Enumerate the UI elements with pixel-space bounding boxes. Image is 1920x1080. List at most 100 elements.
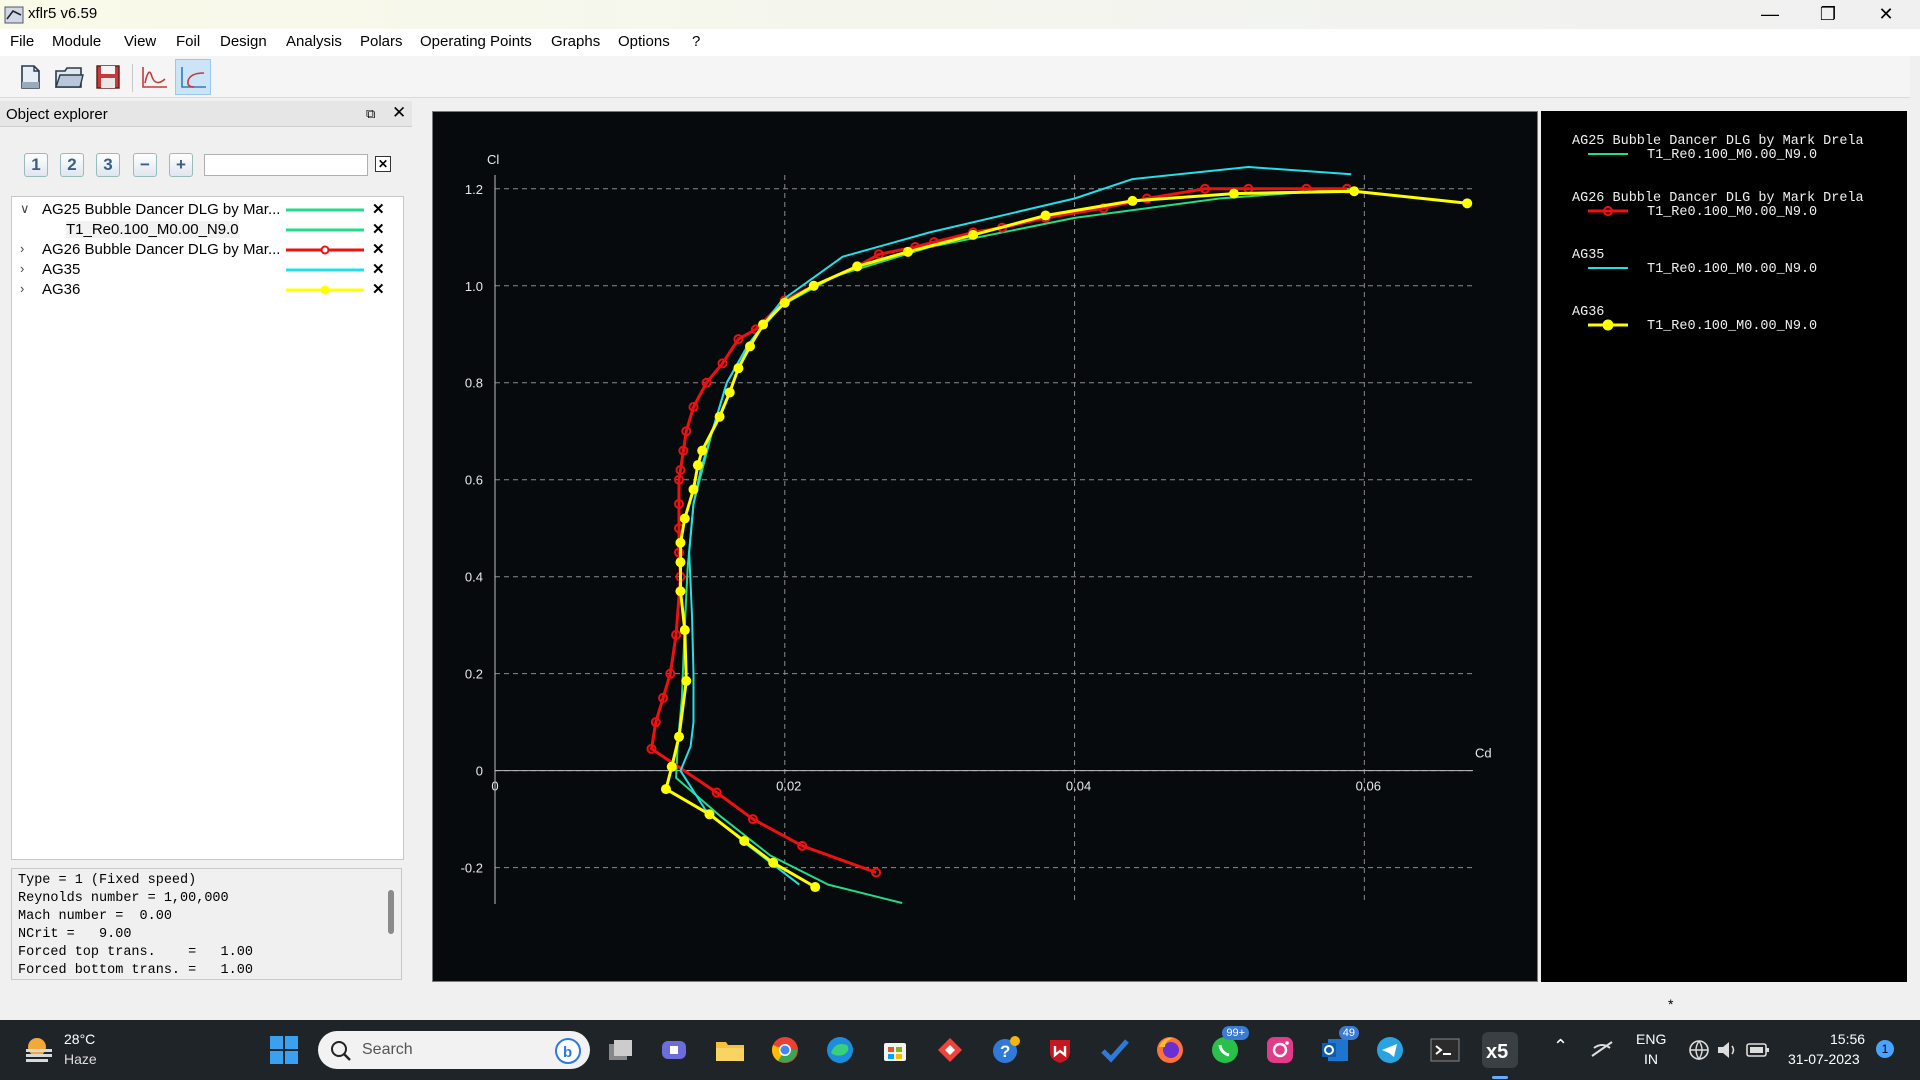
filter-input[interactable] — [204, 154, 368, 176]
menu-file[interactable]: File — [10, 33, 35, 50]
battery-icon[interactable] — [1746, 1042, 1770, 1058]
line-style-swatch[interactable] — [284, 205, 366, 215]
outlook-icon[interactable]: 49 — [1317, 1026, 1359, 1068]
delete-icon[interactable]: ✕ — [372, 221, 385, 238]
level-2-button[interactable]: 2 — [60, 153, 84, 177]
tree-foil-row[interactable]: › AG35 ✕ — [12, 260, 403, 280]
menu-options[interactable]: Options — [618, 33, 670, 50]
tree-foil-row[interactable]: ∨ AG25 Bubble Dancer DLG by Mar... ✕ — [12, 200, 403, 220]
prop-type: Type = 1 (Fixed speed) — [18, 873, 197, 888]
menu-design[interactable]: Design — [220, 33, 267, 50]
data-point — [681, 675, 692, 686]
start-icon[interactable] — [266, 1032, 302, 1068]
menu-module[interactable]: Module — [52, 33, 102, 50]
line-style-swatch[interactable] — [284, 225, 366, 235]
clock-date[interactable]: 31-07-2023 — [1788, 1051, 1860, 1067]
undock-icon[interactable]: ⧉ — [366, 106, 376, 121]
chevron-down-icon[interactable]: ∨ — [20, 201, 30, 216]
status-dot: * — [1668, 996, 1674, 1012]
legend-entry: AG25 Bubble Dancer DLG by Mark DrelaT1_R… — [1572, 134, 1864, 163]
instagram-icon[interactable] — [1262, 1032, 1298, 1068]
menu-help[interactable]: ? — [692, 33, 701, 50]
whatsapp-icon[interactable]: 99+ — [1207, 1026, 1249, 1068]
object-explorer-header: Object explorer ⧉ ✕ — [0, 101, 412, 127]
data-point — [679, 625, 690, 636]
data-point — [714, 411, 725, 422]
series-ag35 — [679, 166, 1352, 886]
polar-properties: Type = 1 (Fixed speed) Reynolds number = … — [11, 868, 402, 980]
menu-operating-points[interactable]: Operating Points — [420, 33, 532, 50]
menu-analysis[interactable]: Analysis — [286, 33, 342, 50]
menu-view[interactable]: View — [124, 33, 157, 50]
clear-filter-icon[interactable]: ✕ — [375, 156, 391, 172]
expand-button[interactable]: + — [169, 153, 193, 177]
line-style-swatch[interactable] — [284, 245, 366, 255]
taskbar-search[interactable]: Search b — [318, 1031, 590, 1069]
series-ag36 — [660, 186, 1473, 893]
whatsapp-badge: 99+ — [1222, 1026, 1249, 1040]
open-folder-icon[interactable] — [51, 59, 87, 95]
minimize-icon[interactable]: — — [1761, 4, 1779, 24]
menu-foil[interactable]: Foil — [176, 33, 201, 50]
chevron-right-icon[interactable]: › — [20, 261, 25, 276]
new-project-icon[interactable] — [12, 59, 48, 95]
menu-polars[interactable]: Polars — [360, 33, 403, 50]
lang-region[interactable]: IN — [1644, 1051, 1658, 1067]
level-1-button[interactable]: 1 — [24, 153, 48, 177]
level-3-button[interactable]: 3 — [96, 153, 120, 177]
clock-time[interactable]: 15:56 — [1830, 1031, 1866, 1047]
data-point — [1228, 188, 1239, 199]
store-icon[interactable] — [877, 1032, 913, 1068]
bing-icon[interactable]: b — [554, 1037, 582, 1065]
tree-foil-row[interactable]: › AG26 Bubble Dancer DLG by Mar... ✕ — [12, 240, 403, 260]
weather-temp[interactable]: 28°C — [64, 1031, 96, 1047]
mcafee-icon[interactable] — [1042, 1032, 1078, 1068]
task-view-icon[interactable] — [602, 1032, 638, 1068]
terminal-icon[interactable] — [1427, 1032, 1463, 1068]
legend-foil-name: AG35 — [1572, 248, 1604, 263]
notification-badge[interactable]: 1 — [1876, 1040, 1894, 1058]
anydesk-icon[interactable] — [932, 1032, 968, 1068]
save-icon[interactable] — [90, 59, 126, 95]
tree-item-label: AG35 — [42, 261, 81, 278]
teams-icon[interactable] — [656, 1032, 692, 1068]
firefox-icon[interactable] — [1152, 1032, 1188, 1068]
polar-view-icon[interactable] — [175, 59, 211, 95]
telegram-icon[interactable] — [1372, 1032, 1408, 1068]
restore-icon[interactable]: ❐ — [1819, 4, 1837, 24]
delete-icon[interactable]: ✕ — [372, 261, 385, 278]
line-style-swatch[interactable] — [284, 285, 366, 295]
close-icon[interactable]: ✕ — [1878, 4, 1894, 24]
y-tick-label: -0.2 — [461, 861, 483, 876]
opp-view-icon[interactable] — [136, 59, 172, 95]
data-point — [666, 761, 677, 772]
data-point — [650, 717, 661, 728]
menu-graphs[interactable]: Graphs — [551, 33, 601, 50]
tree-polar-row[interactable]: T1_Re0.100_M0.00_N9.0 ✕ — [12, 220, 403, 240]
collapse-button[interactable]: − — [133, 153, 157, 177]
chevron-up-icon[interactable]: ⌃ — [1553, 1036, 1569, 1056]
delete-icon[interactable]: ✕ — [372, 201, 385, 218]
todo-icon[interactable] — [1097, 1032, 1133, 1068]
network-off-icon[interactable] — [1590, 1038, 1614, 1060]
weather-desc[interactable]: Haze — [64, 1051, 97, 1067]
chrome-icon[interactable] — [767, 1032, 803, 1068]
file-explorer-icon[interactable] — [712, 1032, 748, 1068]
properties-scroll-thumb[interactable] — [388, 890, 394, 934]
xflr5-icon[interactable]: x5 — [1482, 1032, 1518, 1068]
chevron-right-icon[interactable]: › — [20, 281, 25, 296]
edge-icon[interactable] — [822, 1032, 858, 1068]
volume-icon[interactable] — [1716, 1039, 1740, 1061]
delete-icon[interactable]: ✕ — [372, 281, 385, 298]
help-icon[interactable]: ? — [987, 1032, 1023, 1068]
close-panel-icon[interactable]: ✕ — [392, 103, 407, 122]
lang-code[interactable]: ENG — [1636, 1031, 1667, 1047]
chevron-right-icon[interactable]: › — [20, 241, 25, 256]
tree-foil-row[interactable]: › AG36 ✕ — [12, 280, 403, 300]
data-point — [671, 629, 682, 640]
line-style-swatch[interactable] — [284, 265, 366, 275]
globe-icon[interactable] — [1688, 1039, 1710, 1061]
delete-icon[interactable]: ✕ — [372, 241, 385, 258]
prop-forced-top: Forced top trans. = 1.00 — [18, 945, 253, 960]
